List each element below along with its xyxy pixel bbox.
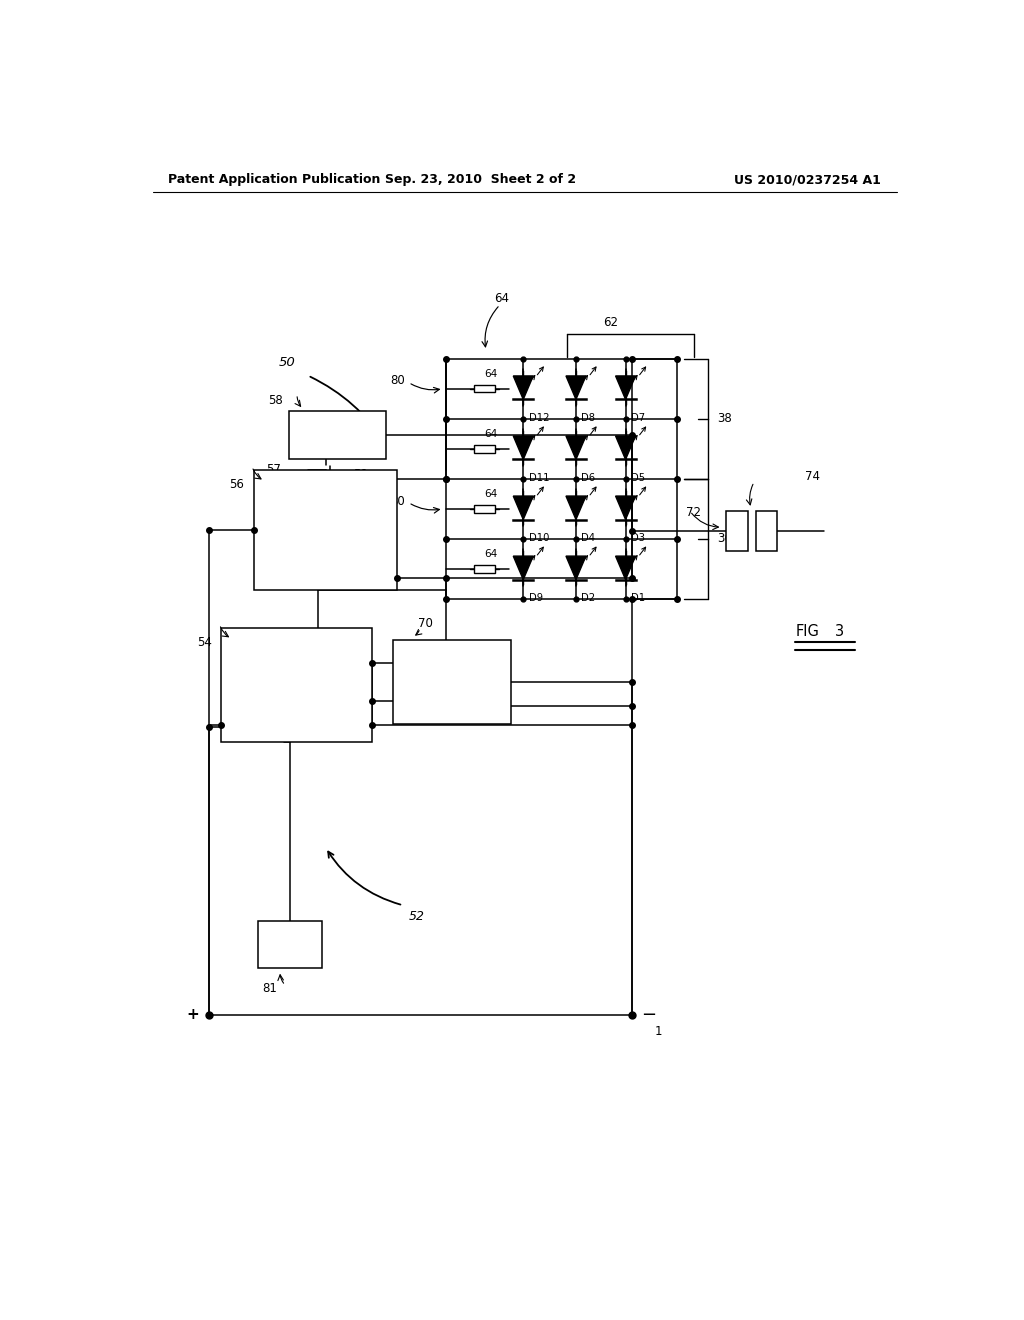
Polygon shape: [615, 556, 636, 579]
Polygon shape: [615, 496, 636, 520]
Text: D5: D5: [631, 473, 645, 483]
Text: D3: D3: [631, 533, 645, 543]
Bar: [474, 445, 495, 453]
Polygon shape: [566, 436, 586, 459]
Polygon shape: [513, 496, 534, 520]
Bar: [474, 385, 495, 392]
Text: 54: 54: [197, 636, 212, 649]
Text: 36: 36: [717, 532, 732, 545]
Bar: [221, 628, 372, 742]
Text: 81: 81: [262, 982, 276, 995]
Polygon shape: [615, 436, 636, 459]
Text: D4: D4: [582, 533, 595, 543]
Polygon shape: [513, 556, 534, 579]
Bar: [474, 506, 495, 512]
Bar: [474, 565, 495, 573]
Text: 64: 64: [484, 549, 498, 560]
Text: 1: 1: [655, 1026, 663, 1038]
Bar: [726, 511, 748, 552]
Text: 58: 58: [268, 395, 283, 407]
Bar: [756, 511, 777, 552]
Polygon shape: [513, 436, 534, 459]
Bar: [393, 640, 511, 725]
Text: D12: D12: [528, 413, 549, 422]
Text: 72: 72: [686, 506, 701, 519]
Text: FIG: FIG: [796, 624, 820, 639]
Text: 56: 56: [229, 478, 245, 491]
Text: D11: D11: [528, 473, 549, 483]
Polygon shape: [566, 496, 586, 520]
Bar: [254, 470, 397, 590]
Text: 50: 50: [279, 356, 295, 370]
Text: 64: 64: [494, 292, 509, 305]
Text: D6: D6: [582, 473, 596, 483]
Polygon shape: [615, 376, 636, 400]
Text: 64: 64: [484, 490, 498, 499]
Text: 62: 62: [603, 315, 618, 329]
Text: −: −: [641, 1006, 656, 1023]
Text: D9: D9: [528, 593, 543, 603]
Text: D8: D8: [582, 413, 595, 422]
Text: D1: D1: [631, 593, 645, 603]
Text: 64: 64: [484, 370, 498, 379]
Text: 64: 64: [484, 429, 498, 440]
Polygon shape: [566, 556, 586, 579]
Text: D10: D10: [528, 533, 549, 543]
Text: 38: 38: [717, 412, 732, 425]
Text: 80: 80: [391, 495, 406, 508]
Text: D7: D7: [631, 413, 645, 422]
Text: +: +: [186, 1007, 199, 1022]
Polygon shape: [513, 376, 534, 400]
Bar: [289, 411, 386, 459]
Text: Sep. 23, 2010  Sheet 2 of 2: Sep. 23, 2010 Sheet 2 of 2: [385, 173, 577, 186]
Text: 57: 57: [266, 462, 282, 475]
Bar: [258, 921, 322, 969]
Text: Patent Application Publication: Patent Application Publication: [168, 173, 381, 186]
Text: US 2010/0237254 A1: US 2010/0237254 A1: [734, 173, 882, 186]
Text: 59: 59: [353, 467, 368, 480]
Polygon shape: [566, 376, 586, 400]
Text: D2: D2: [582, 593, 596, 603]
Text: 80: 80: [391, 375, 406, 388]
Text: 74: 74: [805, 470, 820, 483]
Text: 3: 3: [835, 624, 844, 639]
Text: 70: 70: [418, 618, 433, 631]
Text: 52: 52: [409, 911, 424, 924]
